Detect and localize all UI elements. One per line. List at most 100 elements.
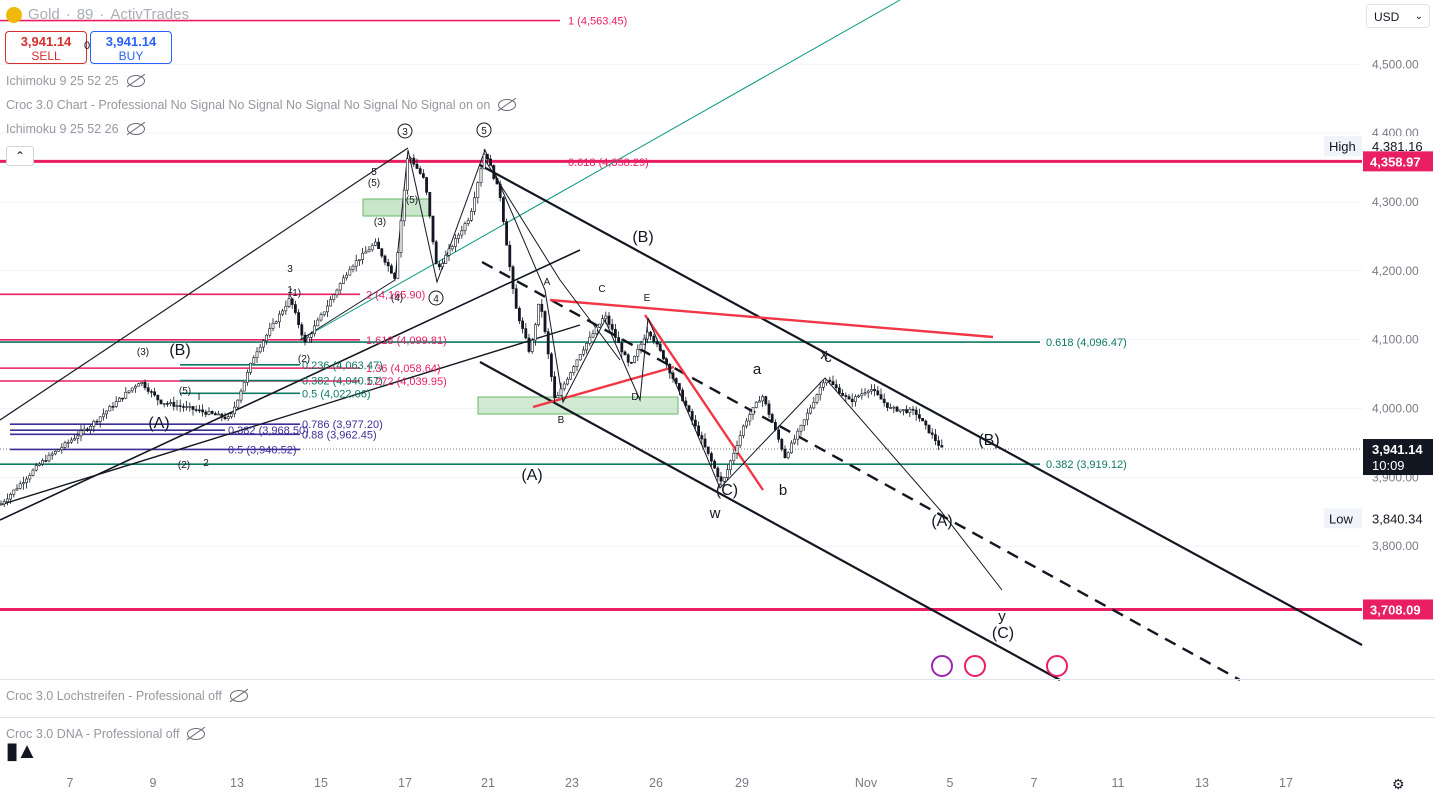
candle-body xyxy=(2,501,6,505)
candle-body xyxy=(258,346,262,353)
candle-body xyxy=(748,414,752,422)
wave-label: (A) xyxy=(148,415,169,432)
candle-body xyxy=(610,324,614,330)
candle-body xyxy=(581,349,585,355)
candle-body xyxy=(527,337,531,352)
symbol-header[interactable]: Gold · 89 · ActivTrades xyxy=(6,6,189,23)
wave-label: (A) xyxy=(521,467,542,484)
candle-body xyxy=(585,343,589,351)
candle-body xyxy=(303,334,307,343)
pane-divider[interactable] xyxy=(0,679,1435,680)
candle-body xyxy=(937,440,941,446)
candle-body xyxy=(12,489,16,495)
fib-level-label: 0.786 (3,977.20) xyxy=(302,419,383,431)
candle-body xyxy=(252,357,256,364)
candle-body xyxy=(441,263,445,268)
symbol-interval: 89 xyxy=(76,6,94,23)
chevron-down-icon: ⌄ xyxy=(1414,11,1423,22)
eye-hidden-icon[interactable] xyxy=(126,75,145,87)
candle-body xyxy=(652,335,656,342)
candle-body xyxy=(405,158,409,191)
candle-body xyxy=(745,420,749,427)
candle-body xyxy=(188,406,192,408)
wave-label: 2 xyxy=(203,458,209,469)
wave-label: 3 xyxy=(287,264,293,275)
wave-label: C xyxy=(598,284,605,295)
eye-hidden-icon[interactable] xyxy=(126,123,145,135)
sub-pane-lochstreifen[interactable]: Croc 3.0 Lochstreifen - Professional off xyxy=(6,689,248,703)
bar-countdown: 10:09 xyxy=(1372,458,1405,473)
candle-body xyxy=(489,158,493,166)
symbol-name: Gold xyxy=(28,6,60,23)
candle-body xyxy=(322,311,326,315)
candle-body xyxy=(917,414,921,419)
x-tick-label: 13 xyxy=(1195,776,1209,790)
indicator-ichimoku-2[interactable]: Ichimoku 9 25 52 26 xyxy=(6,122,145,136)
channel-upper-line xyxy=(0,147,409,421)
candle-body xyxy=(901,409,905,411)
candle-body xyxy=(220,413,224,418)
candle-body xyxy=(309,333,313,338)
candle-body xyxy=(41,460,45,465)
candle-body xyxy=(351,265,355,271)
candle-body xyxy=(565,378,569,385)
candle-body xyxy=(50,453,54,456)
candle-body xyxy=(25,478,29,483)
candle-body xyxy=(425,177,429,193)
candle-body xyxy=(98,416,102,422)
candle-body xyxy=(729,460,733,470)
settings-gear-icon[interactable]: ⚙ xyxy=(1392,776,1405,792)
fib-level-label: 0.618 (4,358.29) xyxy=(568,157,649,169)
candle-body xyxy=(210,411,214,414)
candle-body xyxy=(396,252,400,279)
fib-level-label: 0.382 (3,919.12) xyxy=(1046,459,1127,471)
candle-body xyxy=(255,351,259,359)
candle-body xyxy=(373,241,377,246)
eye-hidden-icon[interactable] xyxy=(229,690,248,702)
candle-body xyxy=(143,382,147,389)
y-tick-label: 3,800.00 xyxy=(1372,539,1419,553)
candle-body xyxy=(684,400,688,407)
descending-channel-midline xyxy=(481,260,1241,682)
pane-divider[interactable] xyxy=(0,717,1435,718)
wave-label: a xyxy=(753,361,762,378)
candle-body xyxy=(482,153,486,170)
candle-body xyxy=(754,401,758,408)
candle-body xyxy=(463,223,467,232)
wave-label: 5 xyxy=(371,167,377,178)
wave-label: 5 xyxy=(481,126,487,137)
candle-body xyxy=(738,435,742,446)
x-tick-label: 15 xyxy=(314,776,328,790)
wave-label: (4) xyxy=(391,293,403,304)
candle-body xyxy=(793,438,797,444)
collapse-legend-button[interactable]: ⌃ xyxy=(6,146,34,166)
buy-label: BUY xyxy=(118,49,144,63)
indicator-croc-chart[interactable]: Croc 3.0 Chart - Professional No Signal … xyxy=(6,98,517,112)
candle-body xyxy=(287,298,291,307)
buy-button[interactable]: 3,941.14 BUY xyxy=(90,31,172,64)
x-tick-label: 13 xyxy=(230,776,244,790)
candle-body xyxy=(495,178,499,185)
indicator-ichimoku-1[interactable]: Ichimoku 9 25 52 25 xyxy=(6,74,145,88)
eye-hidden-icon[interactable] xyxy=(498,99,517,111)
x-tick-label: 29 xyxy=(735,776,749,790)
candle-body xyxy=(460,230,464,236)
sell-button[interactable]: 3,941.14 SELL xyxy=(5,31,87,64)
currency-select[interactable]: USD ⌄ xyxy=(1366,4,1430,28)
fib-level-label: 0.88 (3,962.45) xyxy=(302,429,377,441)
candle-body xyxy=(521,320,525,329)
candle-body xyxy=(703,438,707,448)
candle-body xyxy=(665,358,669,365)
time-axis: 7 9 13 15 17 21 23 26 29 Nov 5 7 11 13 17 xyxy=(67,776,1293,790)
candle-body xyxy=(751,407,755,415)
candle-body xyxy=(73,438,77,441)
candle-body xyxy=(911,408,915,411)
eye-hidden-icon[interactable] xyxy=(187,728,206,740)
candle-body xyxy=(18,483,22,489)
spread-value: 0 xyxy=(84,40,91,52)
candle-body xyxy=(540,303,544,312)
sub-pane-dna[interactable]: Croc 3.0 DNA - Professional off xyxy=(6,727,206,741)
candle-body xyxy=(466,220,470,224)
candle-body xyxy=(764,396,768,405)
